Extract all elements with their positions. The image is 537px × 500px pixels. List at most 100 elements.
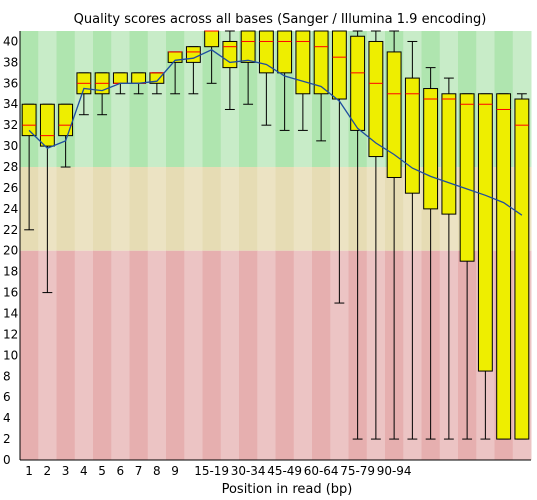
iqr-box bbox=[423, 88, 439, 210]
x-tick-label: 5 bbox=[98, 464, 106, 478]
iqr-box bbox=[277, 30, 293, 74]
y-tick-label: 38 bbox=[3, 55, 18, 69]
zone-reasonable-stripe bbox=[312, 167, 331, 251]
iqr-box bbox=[368, 40, 384, 158]
x-axis-label: Position in read (bp) bbox=[222, 482, 353, 497]
zone-reasonable-stripe bbox=[220, 167, 240, 251]
box-position-65-69 bbox=[386, 30, 402, 440]
iqr-box bbox=[295, 30, 311, 95]
zone-poor-stripe bbox=[166, 250, 185, 460]
box-position-75-79 bbox=[423, 67, 439, 440]
iqr-box bbox=[131, 72, 147, 84]
zone-reasonable-stripe bbox=[93, 167, 112, 251]
x-tick-label: 60-64 bbox=[304, 464, 339, 478]
zone-reasonable-stripe bbox=[275, 167, 295, 251]
iqr-box bbox=[58, 103, 74, 137]
x-tick-label: 8 bbox=[153, 464, 161, 478]
box-position-8 bbox=[149, 72, 165, 95]
iqr-box bbox=[477, 93, 493, 372]
zone-good-stripe bbox=[202, 31, 222, 168]
y-tick-label: 10 bbox=[3, 348, 18, 362]
zone-reasonable-stripe bbox=[293, 167, 313, 251]
zone-good-stripe bbox=[184, 31, 203, 168]
y-tick-label: 14 bbox=[3, 307, 18, 321]
x-tick-label: 90-94 bbox=[377, 464, 412, 478]
zone-poor-stripe bbox=[184, 250, 203, 460]
x-tick-label: 7 bbox=[135, 464, 143, 478]
y-tick-label: 24 bbox=[3, 202, 18, 216]
y-tick-label: 30 bbox=[3, 139, 18, 153]
box-position-55-59 bbox=[350, 30, 366, 440]
iqr-box bbox=[441, 93, 457, 215]
iqr-box bbox=[459, 93, 475, 262]
box-position-3 bbox=[58, 103, 74, 168]
x-tick-label: 3 bbox=[62, 464, 70, 478]
zone-poor-stripe bbox=[74, 250, 94, 460]
box-position-100-101 bbox=[514, 93, 530, 440]
zone-poor-stripe bbox=[220, 250, 240, 460]
box-position-40-44 bbox=[295, 30, 311, 131]
zone-poor-stripe bbox=[275, 250, 295, 460]
iqr-box bbox=[313, 30, 329, 95]
box-series bbox=[21, 30, 530, 440]
zone-reasonable-stripe bbox=[257, 167, 276, 251]
zone-reasonable-stripe bbox=[184, 167, 203, 251]
iqr-box bbox=[21, 103, 37, 137]
zone-good-stripe bbox=[129, 31, 149, 168]
x-tick-label: 4 bbox=[80, 464, 88, 478]
zone-good-stripe bbox=[111, 31, 130, 168]
y-tick-label: 20 bbox=[3, 244, 18, 258]
zone-good-stripe bbox=[147, 31, 167, 168]
zone-reasonable-stripe bbox=[239, 167, 258, 251]
zone-poor-stripe bbox=[147, 250, 167, 460]
box-position-2 bbox=[39, 103, 55, 294]
box-position-90-94 bbox=[477, 93, 493, 440]
zone-reasonable-stripe bbox=[166, 167, 185, 251]
box-position-45-49 bbox=[313, 30, 329, 142]
y-tick-label: 4 bbox=[3, 411, 11, 425]
zone-poor-stripe bbox=[293, 250, 313, 460]
zone-poor-stripe bbox=[312, 250, 331, 460]
iqr-box bbox=[222, 40, 238, 69]
iqr-box bbox=[514, 98, 530, 440]
zone-reasonable-stripe bbox=[129, 167, 149, 251]
y-tick-label: 36 bbox=[3, 76, 18, 90]
iqr-box bbox=[112, 72, 128, 84]
iqr-box bbox=[496, 93, 512, 440]
box-position-95-99 bbox=[496, 93, 512, 440]
y-tick-label: 40 bbox=[3, 34, 18, 48]
y-tick-label: 0 bbox=[3, 453, 11, 467]
x-tick-label: 6 bbox=[117, 464, 125, 478]
x-tick-label: 15-19 bbox=[194, 464, 229, 478]
zone-poor-stripe bbox=[111, 250, 130, 460]
iqr-box bbox=[204, 30, 220, 48]
zone-poor-stripe bbox=[38, 250, 57, 460]
zone-good-stripe bbox=[166, 31, 185, 168]
y-tick-label: 2 bbox=[3, 432, 11, 446]
y-tick-label: 16 bbox=[3, 286, 18, 300]
chart-title: Quality scores across all bases (Sanger … bbox=[74, 12, 487, 27]
zone-poor-stripe bbox=[202, 250, 222, 460]
mean-series bbox=[28, 49, 523, 216]
x-tick-label: 9 bbox=[171, 464, 179, 478]
iqr-box bbox=[350, 35, 366, 131]
iqr-box bbox=[404, 77, 420, 194]
mean-line bbox=[28, 49, 523, 216]
box-position-15-19 bbox=[204, 30, 220, 84]
box-position-20-24 bbox=[222, 30, 238, 110]
iqr-box bbox=[39, 103, 55, 147]
x-tick-label: 1 bbox=[25, 464, 33, 478]
zone-reasonable-stripe bbox=[56, 167, 76, 251]
box-position-9 bbox=[167, 51, 183, 95]
box-position-1 bbox=[21, 103, 37, 231]
y-tick-label: 26 bbox=[3, 181, 18, 195]
zone-poor-stripe bbox=[129, 250, 149, 460]
box-position-50-54 bbox=[331, 30, 347, 304]
box-position-60-64 bbox=[368, 30, 384, 440]
zone-reasonable-stripe bbox=[74, 167, 94, 251]
box-position-25-29 bbox=[240, 30, 256, 105]
y-tick-label: 18 bbox=[3, 265, 18, 279]
box-position-70-74 bbox=[404, 40, 420, 440]
x-tick-label: 2 bbox=[44, 464, 52, 478]
